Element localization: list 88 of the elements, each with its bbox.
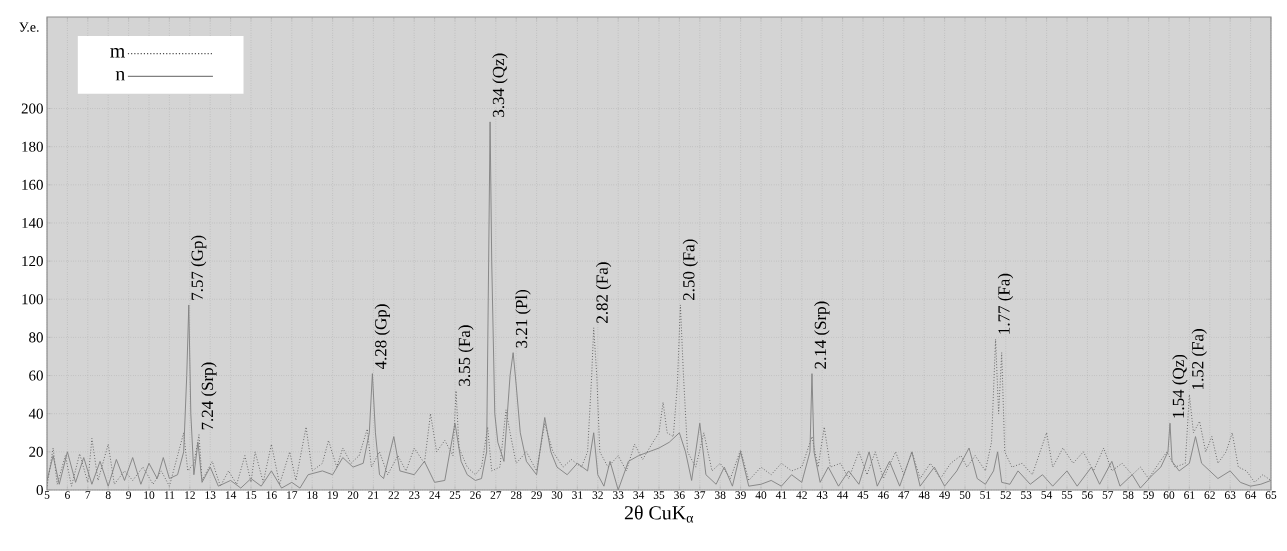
x-tick-label: 45 bbox=[857, 491, 869, 499]
x-tick-label: 62 bbox=[1204, 491, 1215, 499]
x-tick-label: 35 bbox=[653, 491, 665, 499]
x-tick-label: 6 bbox=[65, 491, 70, 499]
x-tick-label: 15 bbox=[246, 491, 257, 499]
x-tick-label: 7 bbox=[85, 491, 91, 499]
x-tick-label: 14 bbox=[225, 491, 237, 499]
y-tick-label: 20 bbox=[29, 446, 43, 457]
x-tick-label: 24 bbox=[429, 491, 441, 499]
x-tick-label: 28 bbox=[510, 491, 522, 499]
x-tick-label: 5 bbox=[44, 491, 50, 499]
annotation: 2.14 (Srp) bbox=[814, 301, 830, 369]
x-tick-label: 38 bbox=[715, 491, 726, 499]
x-tick-label: 31 bbox=[572, 491, 583, 499]
x-tick-label: 44 bbox=[837, 491, 849, 499]
annotation: 3.34 (Qz) bbox=[492, 53, 508, 117]
x-tick-label: 22 bbox=[388, 491, 399, 499]
x-tick-label: 43 bbox=[816, 491, 828, 499]
x-tick-label: 55 bbox=[1061, 491, 1073, 499]
x-tick-label: 63 bbox=[1224, 491, 1236, 499]
x-tick-label: 21 bbox=[368, 491, 379, 499]
x-tick-label: 42 bbox=[796, 491, 807, 499]
x-tick-label: 23 bbox=[408, 491, 420, 499]
x-tick-label: 8 bbox=[105, 491, 111, 499]
legend-label: n bbox=[115, 70, 125, 81]
x-tick-label: 19 bbox=[327, 491, 338, 499]
x-tick-label: 56 bbox=[1082, 491, 1093, 499]
x-tick-label: 51 bbox=[980, 491, 991, 499]
x-tick-label: 59 bbox=[1143, 491, 1154, 499]
x-tick-label: 37 bbox=[694, 491, 706, 499]
y-axis-title: У.е. bbox=[19, 22, 39, 32]
x-tick-label: 50 bbox=[959, 491, 971, 499]
annotation: 3.55 (Fa) bbox=[458, 325, 474, 386]
x-tick-label: 12 bbox=[185, 491, 195, 499]
x-tick-label: 17 bbox=[287, 491, 298, 499]
annotation: 1.77 (Fa) bbox=[997, 273, 1014, 334]
x-tick-label: 36 bbox=[674, 491, 685, 499]
y-tick-label: 100 bbox=[22, 294, 43, 305]
x-tick-label: 40 bbox=[755, 491, 767, 499]
x-tick-label: 9 bbox=[126, 491, 131, 499]
x-tick-label: 58 bbox=[1123, 491, 1134, 499]
x-tick-label: 46 bbox=[877, 491, 889, 499]
y-tick-label: 180 bbox=[22, 141, 43, 152]
legend-label: m bbox=[110, 48, 125, 58]
y-tick-label: 160 bbox=[22, 179, 43, 190]
x-tick-label: 61 bbox=[1184, 491, 1195, 499]
x-tick-label: 32 bbox=[592, 491, 603, 499]
annotation: 3.21 (Pl) bbox=[515, 289, 531, 348]
x-tick-label: 48 bbox=[918, 491, 930, 499]
x-tick-label: 47 bbox=[898, 491, 910, 499]
y-tick-label: 0 bbox=[36, 484, 43, 496]
x-tick-label: 13 bbox=[205, 491, 216, 499]
x-tick-label: 53 bbox=[1021, 491, 1032, 499]
y-tick-label: 60 bbox=[29, 370, 43, 381]
x-tick-label: 57 bbox=[1102, 491, 1114, 499]
annotation: 4.28 (Gp) bbox=[374, 304, 390, 370]
x-tick-label: 52 bbox=[1000, 491, 1011, 499]
y-tick-label: 200 bbox=[21, 103, 43, 114]
x-tick-label: 54 bbox=[1041, 491, 1053, 499]
y-tick-label: 40 bbox=[28, 408, 43, 419]
y-tick-label: 140 bbox=[22, 217, 43, 228]
annotation: 1.54 (Qz) bbox=[1172, 354, 1188, 418]
x-tick-label: 65 bbox=[1265, 491, 1277, 499]
x-tick-label: 34 bbox=[633, 491, 645, 499]
x-tick-label: 49 bbox=[939, 491, 950, 499]
x-tick-label: 11 bbox=[164, 491, 175, 499]
x-tick-label: 60 bbox=[1163, 491, 1175, 499]
x-tick-label: 10 bbox=[144, 491, 155, 499]
annotation: 7.24 (Srp) bbox=[201, 362, 217, 430]
annotation: 1.52 (Fa) bbox=[1191, 329, 1207, 389]
x-tick-label: 30 bbox=[551, 491, 563, 499]
y-tick-label: 80 bbox=[29, 332, 43, 343]
x-axis-title: 2θ CuK$_{α}$ bbox=[624, 505, 694, 523]
annotation: 7.57 (Gp) bbox=[190, 235, 207, 300]
x-tick-label: 27 bbox=[490, 491, 502, 499]
x-tick-label: 64 bbox=[1245, 491, 1257, 499]
x-tick-label: 25 bbox=[449, 491, 461, 499]
x-tick-label: 41 bbox=[775, 491, 787, 499]
annotation: 2.50 (Fa) bbox=[682, 239, 698, 301]
x-tick-label: 29 bbox=[531, 491, 542, 499]
y-tick-label: 120 bbox=[22, 256, 43, 267]
x-tick-label: 26 bbox=[470, 491, 481, 499]
x-tick-label: 20 bbox=[347, 491, 359, 499]
x-tick-label: 18 bbox=[307, 491, 318, 499]
x-tick-label: 16 bbox=[266, 491, 277, 499]
x-tick-label: 33 bbox=[613, 491, 624, 499]
annotation: 2.82 (Fa) bbox=[595, 262, 612, 323]
x-tick-label: 39 bbox=[735, 491, 746, 499]
